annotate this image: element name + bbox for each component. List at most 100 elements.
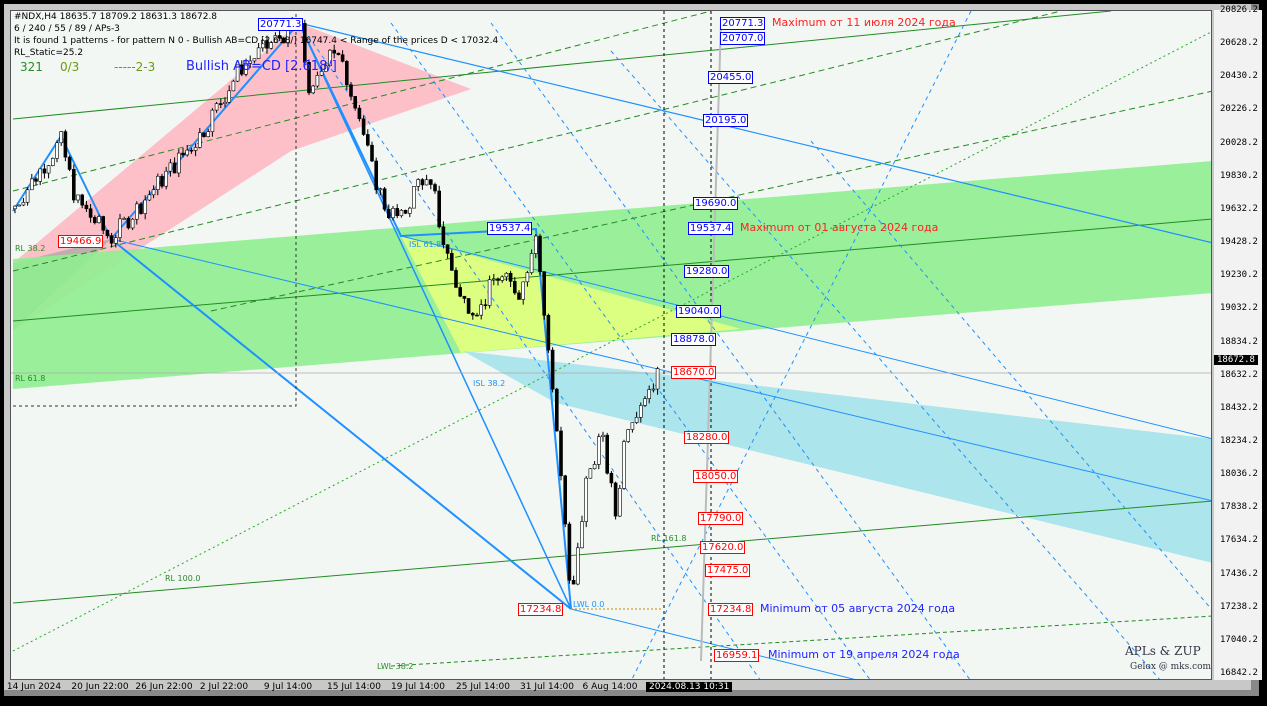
yellow-zone bbox=[401, 236, 741, 353]
candle-body bbox=[416, 179, 421, 187]
fib-label: RL 38.2 bbox=[15, 244, 45, 253]
candle-body bbox=[470, 313, 475, 316]
level-label: 20195.0 bbox=[703, 114, 749, 127]
candle-body bbox=[273, 35, 278, 43]
price-axis: 20826.2 20628.2 20430.2 20226.2 20028.2 19830… bbox=[1214, 5, 1262, 680]
candle-body bbox=[504, 272, 509, 278]
candle-body bbox=[21, 202, 26, 206]
y-tick-label: 17040.2 bbox=[1220, 634, 1258, 645]
y-tick-label: 19230.2 bbox=[1220, 270, 1258, 281]
fib-label: RL 100.0 bbox=[165, 574, 200, 583]
y-tick-label: 20028.2 bbox=[1220, 137, 1258, 148]
candle-body bbox=[160, 175, 164, 187]
candle-body bbox=[609, 472, 614, 484]
y-tick-label: 19032.2 bbox=[1220, 303, 1258, 314]
y-tick-label: 20826.2 bbox=[1220, 5, 1258, 15]
candle-body bbox=[378, 188, 383, 191]
blue-dash bbox=[810, 140, 1211, 610]
candle-body bbox=[538, 235, 542, 272]
time-axis: 14 Jun 2024 20 Jun 22:00 26 Jun 22:00 2 Jul… bbox=[7, 681, 1212, 695]
fib-label: LWL 0.0 bbox=[573, 600, 604, 609]
candle-body bbox=[567, 523, 572, 581]
candle-body bbox=[496, 278, 500, 281]
candle-body bbox=[428, 179, 433, 185]
candle-body bbox=[370, 144, 374, 162]
candle-body bbox=[168, 162, 173, 172]
candle-body bbox=[349, 84, 353, 97]
candle-body bbox=[580, 521, 584, 549]
candle-body bbox=[487, 279, 492, 306]
y-tick-label: 19428.2 bbox=[1220, 237, 1258, 248]
blue-dash bbox=[298, 22, 761, 679]
green-line bbox=[12, 218, 1211, 322]
green-dot bbox=[12, 31, 1211, 652]
candle-body bbox=[151, 189, 156, 196]
candle-body bbox=[105, 229, 110, 237]
candle-body bbox=[605, 434, 610, 474]
y-tick-label: 17634.2 bbox=[1220, 535, 1258, 546]
candle-body bbox=[424, 179, 429, 186]
candle-body bbox=[315, 75, 320, 87]
candle-body bbox=[302, 23, 307, 63]
candle-body bbox=[412, 186, 416, 209]
annotation-max-aug: Maximum от 01 августа 2024 года bbox=[740, 221, 939, 234]
x-tick-label: 25 Jul 14:00 bbox=[456, 682, 510, 692]
candle-body bbox=[281, 38, 286, 44]
candle-body bbox=[420, 179, 425, 186]
candle-body bbox=[311, 85, 316, 94]
level-label: 19690.0 bbox=[693, 197, 739, 210]
candle-body bbox=[386, 209, 391, 219]
candle-body bbox=[25, 189, 30, 203]
candle-body bbox=[596, 436, 601, 465]
candle-body bbox=[185, 149, 189, 156]
level-label: 18280.0 bbox=[684, 431, 730, 444]
counter: 321 bbox=[20, 60, 43, 74]
candle-body bbox=[601, 434, 605, 438]
annotation-min-aug: Minimum от 05 августа 2024 года bbox=[760, 602, 956, 615]
candle-body bbox=[634, 417, 639, 423]
chart-svg: RL 38.2 ISL 61.8 ISL 38.2 LWL 0.0 LWL 38… bbox=[11, 11, 1211, 679]
candle-body bbox=[189, 149, 194, 152]
candle-body bbox=[164, 170, 168, 187]
candle-body bbox=[50, 158, 55, 167]
candle-body bbox=[533, 235, 538, 254]
blue-dash bbox=[610, 50, 1160, 679]
candle-body bbox=[256, 47, 261, 59]
candle-body bbox=[575, 547, 580, 585]
chart-plot-area[interactable]: RL 38.2 ISL 61.8 ISL 38.2 LWL 0.0 LWL 38… bbox=[10, 10, 1212, 680]
signature-author: Gelox @ mks.com bbox=[1130, 662, 1212, 672]
crosshair-time-label: 2024.08.13 10:31 bbox=[646, 682, 733, 692]
level-label: 17620.0 bbox=[700, 541, 746, 554]
candle-body bbox=[29, 178, 34, 191]
candle-body bbox=[449, 253, 454, 271]
candle-body bbox=[143, 199, 147, 214]
candle-body bbox=[454, 270, 458, 288]
candle-body bbox=[38, 168, 43, 182]
candle-body bbox=[265, 40, 269, 49]
candle-body bbox=[563, 475, 568, 525]
candle-body bbox=[500, 276, 505, 281]
x-tick-label: 26 Jun 22:00 bbox=[135, 682, 193, 692]
candle-body bbox=[626, 429, 631, 442]
candle-body bbox=[433, 184, 437, 192]
candle-body bbox=[240, 64, 244, 75]
rl-static: RL_Static=25.2 bbox=[14, 48, 84, 58]
candle-body bbox=[101, 216, 105, 231]
candle-body bbox=[193, 147, 198, 151]
level-label: 18670.0 bbox=[671, 366, 717, 379]
candle-body bbox=[147, 194, 152, 201]
candle-body bbox=[17, 204, 21, 207]
candle-body bbox=[445, 244, 450, 254]
candle-body bbox=[638, 405, 643, 418]
candle-body bbox=[542, 271, 547, 316]
candle-body bbox=[261, 40, 265, 49]
fib-label: LWL 38.2 bbox=[377, 662, 413, 671]
fib-label: RL 161.8 bbox=[651, 534, 686, 543]
candle-body bbox=[223, 101, 227, 105]
level-label: 17790.0 bbox=[698, 512, 744, 525]
level-label: 17475.0 bbox=[705, 564, 751, 577]
y-tick-label: 17238.2 bbox=[1220, 601, 1258, 612]
candle-body bbox=[525, 272, 530, 283]
candle-body bbox=[332, 49, 337, 54]
x-tick-label: 6 Aug 14:00 bbox=[582, 682, 638, 692]
